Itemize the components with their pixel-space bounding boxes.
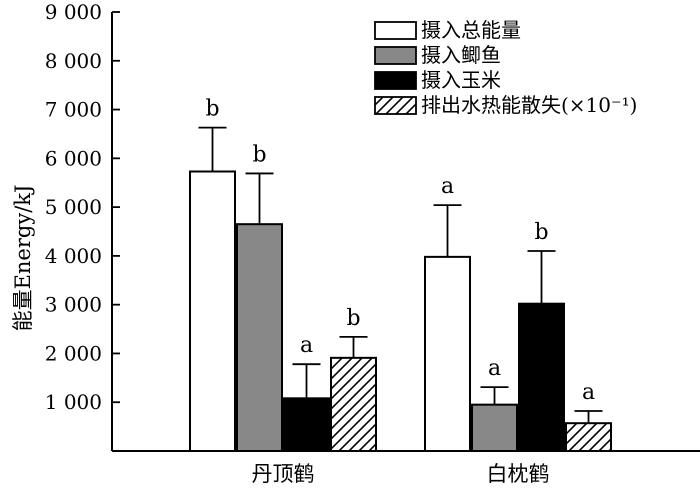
y-tick-label: 1 000	[45, 390, 102, 414]
axes: 1 000 2 000 3 000 4 000 5 000 6 000 7 000 8 000…	[45, 0, 700, 486]
bar	[565, 422, 612, 452]
bar	[236, 223, 283, 452]
y-tick-label: 4 000	[45, 244, 102, 268]
legend-swatch	[374, 71, 417, 90]
bar	[471, 403, 518, 452]
y-tick-label: 9 000	[45, 0, 102, 24]
significance-label: a	[441, 174, 454, 199]
bar	[330, 356, 377, 452]
legend-swatch	[374, 21, 417, 40]
y-tick-label: 8 000	[45, 49, 102, 73]
significance-label: b	[205, 97, 219, 122]
legend-swatch	[374, 96, 417, 115]
bars-group: b a b a a b b a	[189, 97, 612, 453]
y-tick-label: 5 000	[45, 195, 102, 219]
significance-label: a	[300, 333, 313, 358]
legend-label: 排出水热能散失(×10⁻¹)	[421, 93, 637, 117]
bar	[189, 170, 236, 452]
y-tick-label: 2 000	[45, 341, 102, 365]
y-tick-label: 6 000	[45, 146, 102, 170]
bar	[518, 302, 565, 452]
legend-swatch	[374, 46, 417, 65]
significance-label: a	[488, 356, 501, 381]
x-tick-label: 丹顶鹤	[252, 462, 315, 486]
legend-label: 摄入玉米	[421, 68, 501, 92]
legend-label: 摄入总能量	[421, 18, 521, 42]
y-axis-label: 能量Energy/kJ	[11, 185, 35, 332]
significance-label: b	[252, 142, 266, 167]
significance-label: b	[346, 306, 360, 331]
significance-label: b	[534, 220, 548, 245]
x-tick-label: 白枕鹤	[487, 462, 550, 486]
bar	[424, 255, 471, 452]
legend-label: 摄入鲫鱼	[421, 43, 501, 67]
y-tick-label: 7 000	[45, 98, 102, 122]
y-tick-label: 3 000	[45, 293, 102, 317]
bar	[283, 397, 330, 453]
significance-label: a	[582, 380, 595, 405]
